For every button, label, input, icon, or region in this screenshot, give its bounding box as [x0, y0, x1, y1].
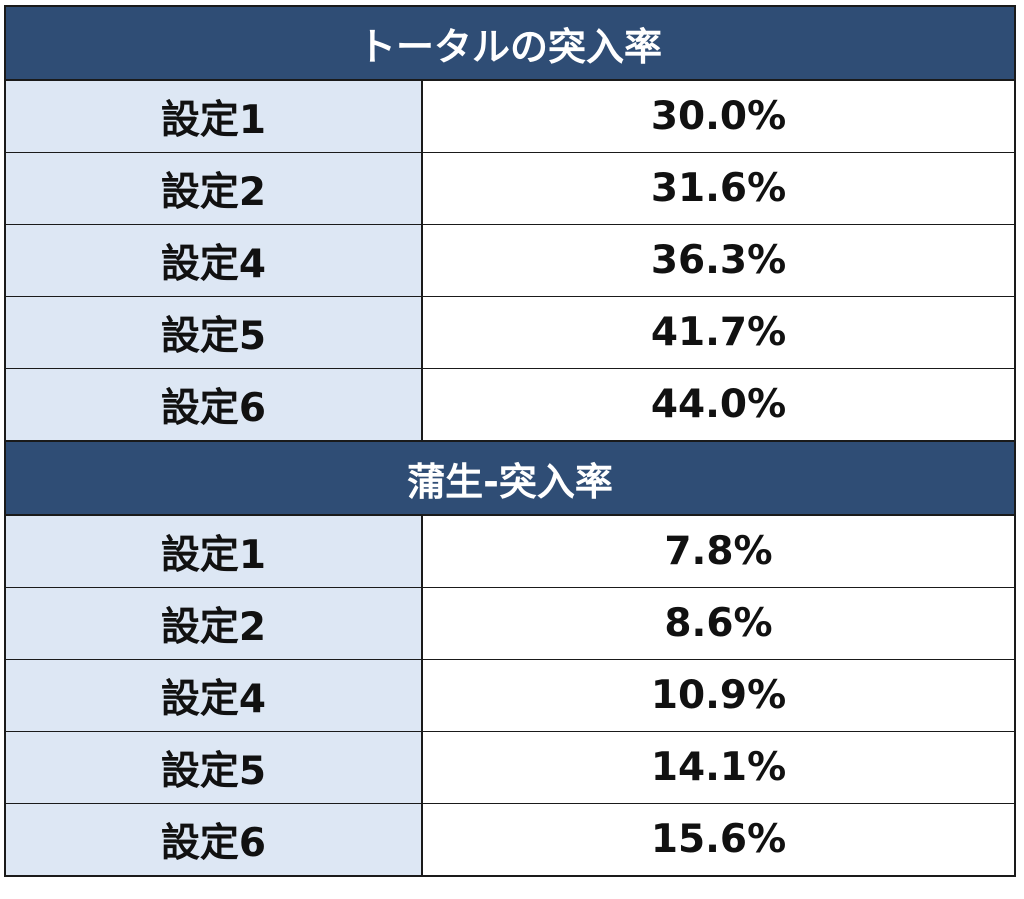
setting-label: 設定6: [6, 368, 423, 442]
section-header-row: トータルの突入率: [6, 7, 1014, 81]
rate-value: 31.6%: [422, 152, 1014, 225]
table-row: 設定5 41.7%: [6, 296, 1014, 369]
section-header-row: 蒲生-突入率: [6, 441, 1014, 516]
table-row: 設定6 15.6%: [6, 803, 1014, 875]
setting-label: 設定2: [6, 587, 423, 660]
setting-label: 設定4: [6, 659, 423, 732]
rate-value: 14.1%: [422, 731, 1014, 804]
setting-label: 設定5: [6, 731, 423, 804]
rate-value: 41.7%: [422, 296, 1014, 369]
rate-value: 30.0%: [422, 80, 1014, 153]
section-title-total: トータルの突入率: [6, 7, 1014, 81]
setting-label: 設定2: [6, 152, 423, 225]
rate-value: 7.8%: [422, 515, 1014, 588]
rate-value: 10.9%: [422, 659, 1014, 732]
table-row: 設定1 30.0%: [6, 80, 1014, 153]
table-row: 設定4 10.9%: [6, 659, 1014, 732]
setting-label: 設定4: [6, 224, 423, 297]
rate-value: 44.0%: [422, 368, 1014, 442]
rate-table: トータルの突入率 設定1 30.0% 設定2 31.6% 設定4 36.3% 設…: [6, 7, 1014, 875]
setting-label: 設定6: [6, 803, 423, 875]
setting-label: 設定1: [6, 80, 423, 153]
table-row: 設定1 7.8%: [6, 515, 1014, 588]
rate-value: 15.6%: [422, 803, 1014, 875]
table-row: 設定2 31.6%: [6, 152, 1014, 225]
section-title-gamo: 蒲生-突入率: [6, 441, 1014, 516]
rate-value: 36.3%: [422, 224, 1014, 297]
table-row: 設定6 44.0%: [6, 368, 1014, 442]
rate-table-container: トータルの突入率 設定1 30.0% 設定2 31.6% 設定4 36.3% 設…: [4, 5, 1016, 877]
table-row: 設定4 36.3%: [6, 224, 1014, 297]
setting-label: 設定1: [6, 515, 423, 588]
table-row: 設定2 8.6%: [6, 587, 1014, 660]
table-row: 設定5 14.1%: [6, 731, 1014, 804]
setting-label: 設定5: [6, 296, 423, 369]
rate-value: 8.6%: [422, 587, 1014, 660]
